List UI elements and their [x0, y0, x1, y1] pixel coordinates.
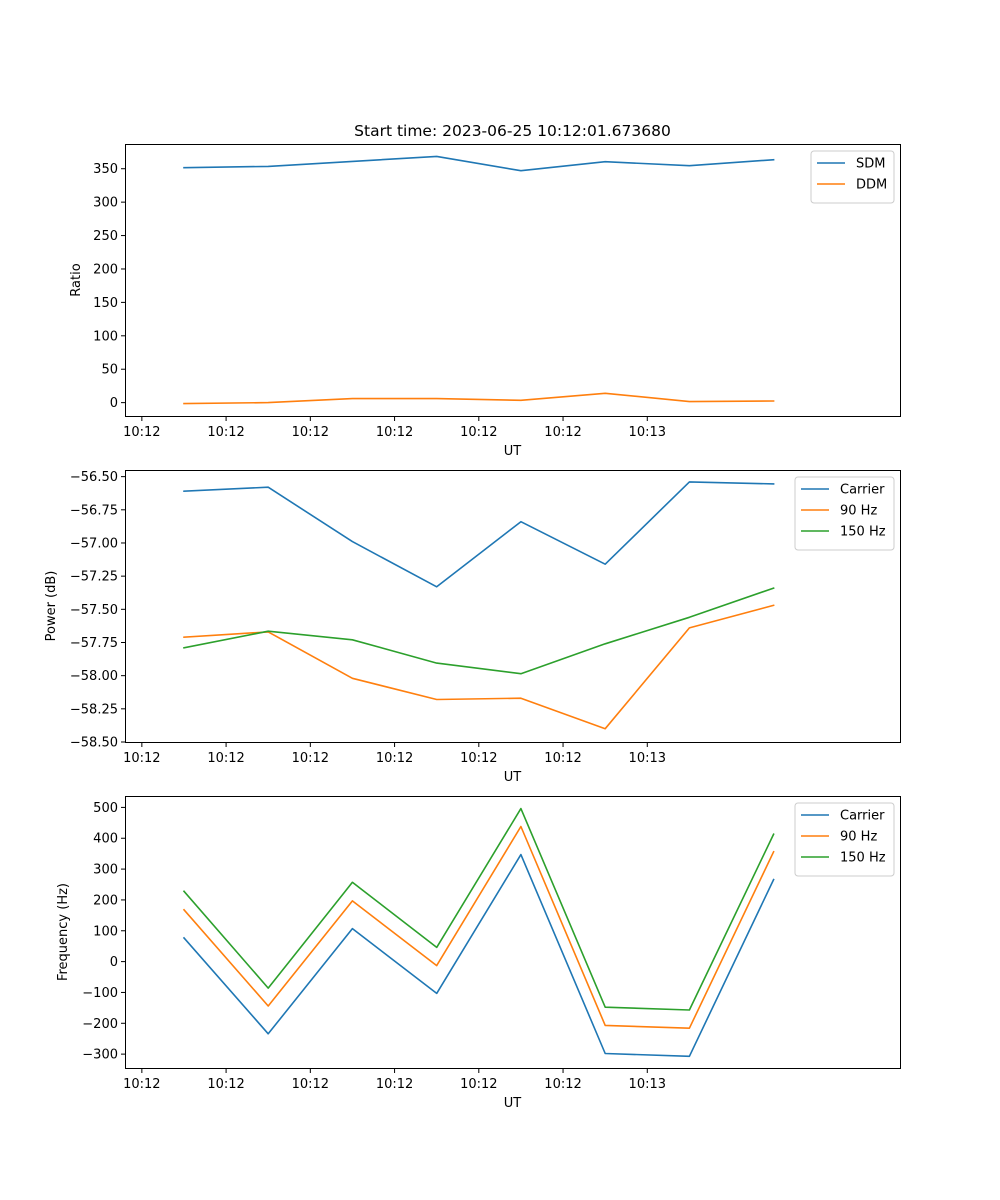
series-line-ddm [183, 392, 775, 405]
x-tick-label: 10:13 [629, 1077, 666, 1092]
legend-label-carrier: Carrier [840, 483, 885, 498]
legend-label-ddm: DDM [856, 178, 887, 193]
legend-label-150-hz: 150 Hz [840, 525, 886, 540]
y-tick-label: 0 [110, 955, 118, 970]
x-tick-label: 10:12 [460, 751, 497, 766]
y-tick-label: −57.00 [70, 536, 118, 551]
y-tick-label: −56.75 [70, 503, 118, 518]
chart-title: Start time: 2023-06-25 10:12:01.673680 [354, 122, 671, 140]
y-tick-label: 0 [110, 396, 118, 411]
x-tick-label: 10:12 [123, 751, 160, 766]
y-tick-label: −200 [82, 1017, 118, 1032]
x-tick-label: 10:12 [123, 1077, 160, 1092]
y-tick-label: 350 [93, 162, 118, 177]
x-tick-label: 10:12 [460, 1077, 497, 1092]
y-tick-label: 300 [93, 863, 118, 878]
series-line-90-hz [182, 825, 775, 1029]
plot-frame [125, 144, 901, 417]
legend-label-150-hz: 150 Hz [840, 851, 886, 866]
y-tick-label: −58.00 [70, 669, 118, 684]
series-line-carrier [183, 481, 775, 588]
x-tick-label: 10:12 [207, 1077, 244, 1092]
y-tick-label: 200 [93, 262, 118, 277]
series-line-90-hz [183, 604, 775, 730]
y-axis-label: Frequency (Hz) [56, 883, 71, 981]
x-tick-label: 10:12 [544, 751, 581, 766]
y-tick-label: 100 [93, 924, 118, 939]
series-line-150-hz [182, 807, 775, 1011]
x-tick-label: 10:12 [123, 425, 160, 440]
y-tick-label: 300 [93, 196, 118, 211]
legend-label-carrier: Carrier [840, 809, 885, 824]
x-tick-label: 10:12 [292, 1077, 329, 1092]
x-axis-label: UT [504, 1096, 522, 1111]
legend: SDM DDM [810, 150, 895, 204]
y-tick-label: 50 [101, 363, 118, 378]
y-tick-label: −57.25 [70, 570, 118, 585]
y-tick-label: 250 [93, 229, 118, 244]
y-axis-label: Power (dB) [44, 571, 59, 642]
x-tick-label: 10:12 [207, 425, 244, 440]
y-tick-label: 500 [93, 801, 118, 816]
legend-box [810, 150, 895, 204]
x-tick-label: 10:12 [376, 425, 413, 440]
y-tick-label: −57.50 [70, 603, 118, 618]
y-tick-label: 100 [93, 329, 118, 344]
y-tick-label: 150 [93, 296, 118, 311]
x-axis-label: UT [504, 770, 522, 785]
frequency-panel: 10:12 10:12 10:12 10:12 10:12 10:12 10:13 −300 −… [56, 796, 901, 1111]
plot-frame [125, 470, 901, 743]
legend-label-90-hz: 90 Hz [840, 830, 877, 845]
y-tick-label: −300 [82, 1048, 118, 1063]
x-axis-label: UT [504, 444, 522, 459]
series-line-sdm [183, 155, 775, 172]
y-tick-label: −100 [82, 986, 118, 1001]
legend-label-90-hz: 90 Hz [840, 504, 877, 519]
x-tick-label: 10:12 [544, 1077, 581, 1092]
x-tick-label: 10:13 [629, 751, 666, 766]
y-tick-label: 200 [93, 893, 118, 908]
x-tick-label: 10:12 [292, 425, 329, 440]
x-tick-label: 10:12 [376, 751, 413, 766]
x-tick-label: 10:13 [629, 425, 666, 440]
y-tick-label: −58.50 [70, 736, 118, 751]
x-tick-label: 10:12 [544, 425, 581, 440]
legend: Carrier 90 Hz 150 Hz [794, 476, 895, 551]
x-tick-label: 10:12 [292, 751, 329, 766]
y-tick-label: −57.75 [70, 636, 118, 651]
y-tick-label: −58.25 [70, 702, 118, 717]
x-tick-label: 10:12 [376, 1077, 413, 1092]
legend: Carrier 90 Hz 150 Hz [794, 802, 895, 877]
series-line-carrier [182, 853, 775, 1058]
x-tick-label: 10:12 [460, 425, 497, 440]
legend-label-sdm: SDM [856, 157, 885, 172]
power-panel: 10:12 10:12 10:12 10:12 10:12 10:12 10:13 −58.5… [44, 470, 901, 785]
y-tick-label: −56.50 [70, 470, 118, 485]
y-axis-label: Ratio [69, 263, 84, 296]
series-line-150-hz [183, 587, 775, 675]
x-tick-label: 10:12 [207, 751, 244, 766]
ratio-panel: 10:12 10:12 10:12 10:12 10:12 10:12 10:13 0 50 10… [69, 122, 901, 459]
plot-frame [125, 796, 901, 1069]
y-tick-label: 400 [93, 832, 118, 847]
